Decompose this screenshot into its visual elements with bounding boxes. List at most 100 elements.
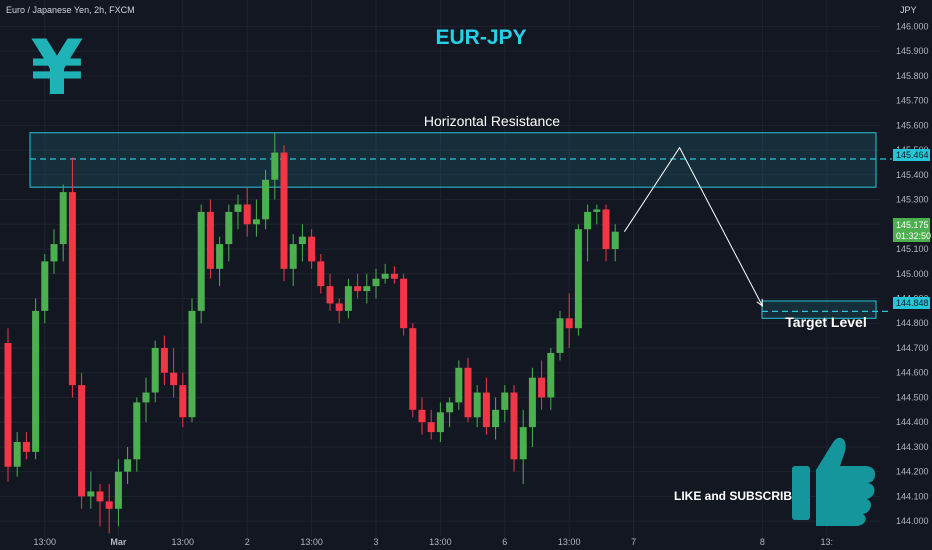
candle-body [170, 372, 178, 386]
candle [400, 273, 408, 336]
x-tick-label: 13: [821, 537, 834, 547]
candle-body [87, 491, 95, 497]
projection-arrowhead [756, 298, 763, 307]
candle [4, 328, 12, 482]
countdown-timer: 01:32:50 [896, 231, 931, 241]
candle-body [510, 392, 518, 460]
candle-body [611, 231, 619, 250]
candle [372, 268, 380, 299]
candle-body [528, 377, 536, 428]
candle [611, 224, 619, 262]
current-price-badge: 145.175 01:32:50 [893, 218, 931, 242]
candle-body [68, 192, 76, 386]
candle-body [584, 211, 592, 230]
candle-body [556, 318, 564, 353]
candle [289, 234, 297, 287]
candle-body [252, 219, 260, 225]
x-tick-label: 2 [245, 537, 250, 547]
candle-body [289, 244, 297, 269]
candle-body [216, 244, 224, 269]
candle-body [400, 278, 408, 329]
y-tick-label: 145.100 [896, 244, 929, 254]
candle [510, 385, 518, 472]
candle [547, 347, 555, 410]
y-tick-label: 145.000 [896, 269, 929, 279]
candle [354, 273, 362, 299]
x-tick-label: 13:00 [172, 537, 195, 547]
candle [446, 397, 454, 428]
y-tick-label: 145.600 [896, 120, 929, 130]
target-label: Target Level [785, 314, 866, 330]
candle-body [409, 328, 417, 410]
symbol-info[interactable]: Euro / Japanese Yen, 2h, FXCM [6, 5, 135, 15]
candle-body [308, 236, 316, 262]
candle-body [427, 422, 435, 433]
candle [418, 397, 426, 435]
candle [252, 199, 260, 237]
candle [409, 323, 417, 418]
candle [22, 432, 30, 460]
candle-body [519, 427, 527, 460]
candle [298, 224, 306, 262]
target-zone[interactable] [761, 300, 877, 319]
candle-body [317, 261, 325, 287]
candle-body [243, 204, 251, 225]
candle [160, 335, 168, 386]
projection-line [623, 146, 763, 307]
yen-logo-icon: ¥ [31, 23, 84, 112]
x-tick-label: Mar [110, 537, 127, 547]
y-tick-label: 145.900 [896, 46, 929, 56]
candle [32, 298, 40, 460]
candle [124, 446, 132, 485]
header: Euro / Japanese Yen, 2h, FXCM JPY [6, 5, 917, 15]
candle-body [372, 278, 380, 287]
y-tick-label: 145.400 [896, 170, 929, 180]
candle-body [234, 204, 242, 212]
target-price-badge: 144.848 [893, 297, 930, 309]
candle [363, 273, 371, 304]
candle-body [593, 209, 601, 212]
candle [436, 402, 444, 442]
candle-body [354, 286, 362, 292]
candle-body [206, 211, 214, 269]
y-tick-label: 144.000 [896, 516, 929, 526]
candle-body [547, 352, 555, 398]
candle [105, 484, 113, 534]
candle-body [464, 367, 472, 418]
candle [59, 184, 67, 262]
candle [50, 229, 58, 274]
x-tick-label: 13:00 [429, 537, 452, 547]
candle [133, 397, 141, 472]
candle [96, 484, 104, 527]
candle-body [160, 347, 168, 373]
candle-body [197, 211, 205, 311]
candle-body [326, 286, 334, 304]
candle [326, 273, 334, 311]
candle-body [50, 244, 58, 262]
price-axis[interactable]: 146.000145.900145.800145.700145.600145.5… [896, 21, 929, 526]
candle [216, 236, 224, 287]
y-tick-label: 144.500 [896, 392, 929, 402]
resistance-zone[interactable] [29, 132, 877, 188]
candle [234, 194, 242, 230]
candle-body [96, 491, 104, 502]
currency-label: JPY [900, 5, 917, 15]
candle [197, 204, 205, 324]
candle-body [473, 392, 481, 418]
candle-body [188, 310, 196, 418]
target-price: 144.848 [896, 298, 929, 308]
candle [593, 204, 601, 225]
candle-body [298, 236, 306, 245]
candle [78, 372, 86, 509]
candle-body [280, 152, 288, 269]
candle-body [142, 392, 150, 403]
candle-body [501, 392, 509, 410]
candle-body [492, 409, 500, 428]
candle-body [344, 286, 352, 311]
thumbs-up-icon [792, 437, 876, 526]
y-tick-label: 144.800 [896, 318, 929, 328]
time-axis[interactable]: 13:00 Mar 13:00 2 13:00 3 13:00 6 13:00 7 8 13: [34, 537, 834, 547]
candle [13, 432, 21, 477]
y-tick-label: 145.700 [896, 96, 929, 106]
